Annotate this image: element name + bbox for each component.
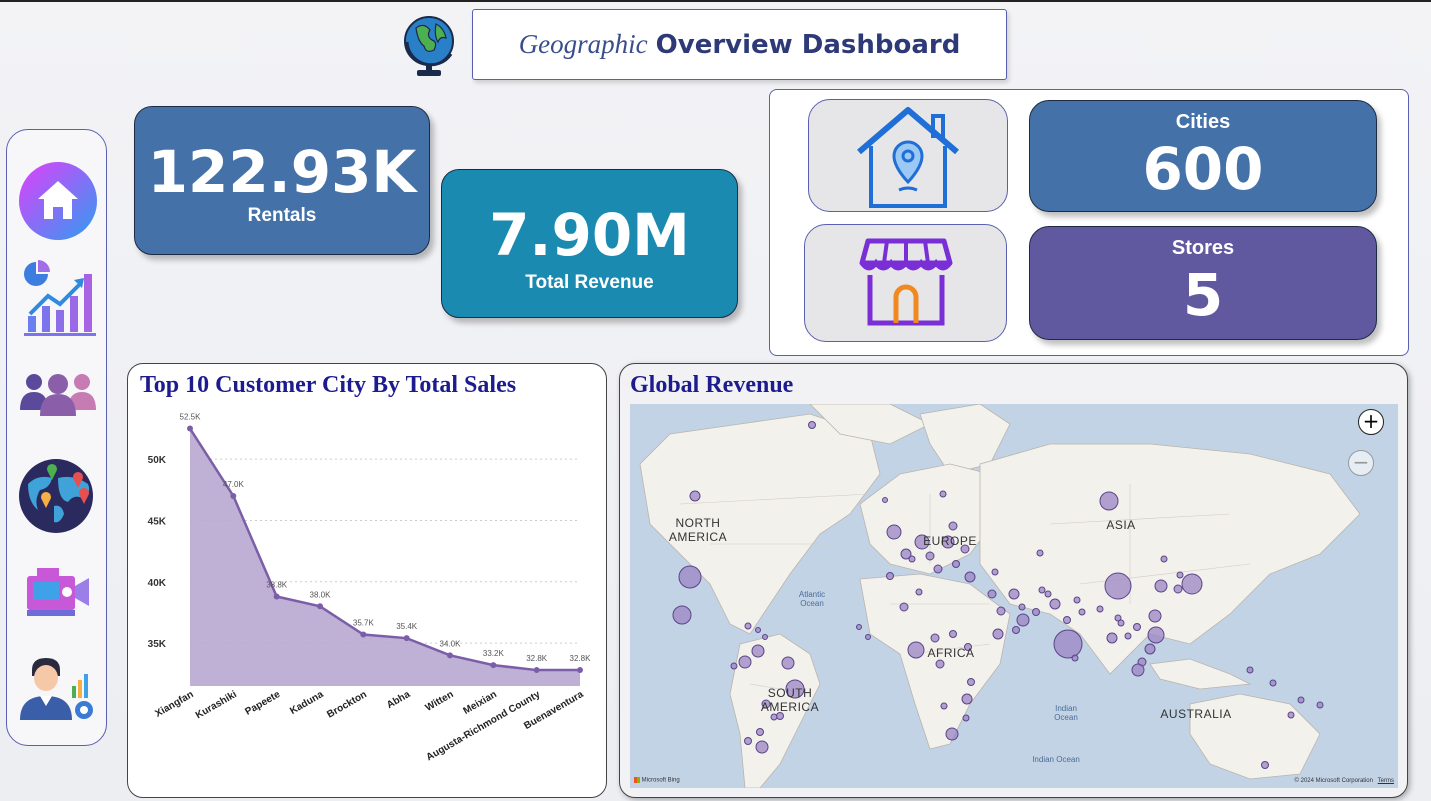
label-africa: AFRICA: [927, 646, 975, 660]
x-tick-label: Kaduna: [288, 689, 326, 717]
data-point: [533, 667, 540, 674]
label-asia: ASIA: [1106, 518, 1136, 532]
data-point: [230, 492, 237, 499]
x-tick-label: Xiangfan: [153, 689, 195, 720]
users-group-icon: [19, 374, 96, 416]
x-tick-label: Brockton: [325, 689, 369, 720]
data-point: [317, 603, 323, 610]
y-tick-label: 45K: [148, 516, 167, 527]
sidebar-item-analytics[interactable]: [7, 258, 108, 338]
kpi-stores-label: Stores: [1171, 237, 1235, 259]
house-location-icon: [857, 106, 959, 208]
data-point: [490, 662, 497, 669]
sidebar-item-films[interactable]: [7, 566, 108, 618]
storefront-icon: [859, 238, 952, 326]
data-label: 35.4K: [396, 622, 418, 631]
kpi-cities-value: 600: [1142, 135, 1264, 203]
y-tick-label: 40K: [148, 578, 167, 589]
title-main: Overview Dashboard: [655, 29, 961, 60]
y-tick-label: 50K: [148, 455, 167, 466]
world-map[interactable]: NORTH AMERICA EUROPE ASIA AFRICA SOUTH A…: [630, 404, 1398, 788]
label-south-america: SOUTH AMERICA: [760, 686, 820, 714]
data-label: 34.0K: [440, 639, 462, 648]
kpi-rentals-card: 122.93K Rentals: [134, 106, 430, 255]
map-title: Global Revenue: [630, 372, 794, 398]
kpi-cities-label: Cities: [1175, 111, 1231, 133]
global-revenue-map-panel: Global Revenue: [619, 363, 1408, 798]
label-atlantic-ocean: Atlantic Ocean: [798, 590, 826, 608]
location-tile: [808, 99, 1008, 212]
data-point: [403, 635, 410, 642]
title-prefix: Geographic: [518, 29, 648, 59]
data-label: 38.8K: [266, 580, 288, 589]
data-point: [447, 652, 453, 659]
x-tick-label: Witten: [424, 689, 456, 714]
sidebar-nav: [6, 129, 107, 746]
kpi-rentals-label: Rentals: [247, 205, 317, 226]
zoom-in-button[interactable]: +: [1358, 409, 1384, 435]
data-point: [577, 667, 583, 674]
map-copyright-text: © 2024 Microsoft Corporation: [1294, 778, 1373, 784]
data-label: 47.0K: [223, 480, 245, 489]
label-north-america: NORTH AMERICA: [668, 516, 728, 544]
data-label: 52.5K: [180, 413, 202, 422]
top-cities-chart-panel: Top 10 Customer City By Total Sales 35K 4…: [127, 363, 607, 798]
store-tile: [804, 224, 1007, 342]
label-indian-ocean: Indian Ocean: [1054, 704, 1078, 722]
microsoft-logo-icon: [634, 777, 640, 784]
data-label: 38.0K: [310, 590, 332, 599]
map-copyright: © 2024 Microsoft Corporation Terms: [1295, 778, 1394, 784]
data-point: [273, 593, 280, 600]
globe-icon: [402, 12, 456, 78]
kpi-stores-value: 5: [1182, 261, 1224, 329]
analytics-chart-icon: [23, 260, 96, 336]
sidebar-item-geography[interactable]: [7, 456, 108, 536]
map-credit-text: Microsoft Bing: [641, 778, 680, 784]
area-fill: [190, 428, 580, 686]
home-icon: [18, 162, 97, 240]
chart-title: Top 10 Customer City By Total Sales: [140, 372, 517, 398]
data-point: [360, 631, 367, 638]
data-label: 32.8K: [526, 654, 548, 663]
video-camera-icon: [26, 568, 89, 616]
x-tick-label: Meixian: [462, 689, 499, 717]
world-map-canvas: [630, 404, 1398, 788]
kpi-revenue-label: Total Revenue: [525, 272, 654, 293]
kpi-stores-card: Stores 5: [1029, 226, 1377, 340]
y-tick-label: 35K: [148, 639, 167, 650]
x-tick-label: Abha: [385, 689, 413, 711]
manager-report-icon: [19, 658, 93, 720]
kpi-rentals-value: 122.93K: [147, 138, 417, 206]
map-credit: Microsoft Bing: [634, 777, 680, 784]
series-line: [188, 427, 580, 672]
sidebar-item-customers[interactable]: [7, 370, 108, 420]
zoom-out-button[interactable]: −: [1348, 450, 1374, 476]
map-terms-link[interactable]: Terms: [1377, 778, 1394, 784]
top-cities-area-chart: 35K 40K 45K 50K 52.5K Xiangfan 47.0K Kurashiki 3…: [148, 413, 592, 764]
label-australia: AUSTRALIA: [1160, 707, 1232, 721]
data-label: 32.8K: [570, 654, 592, 663]
label-indian-ocean-south: Indian Ocean: [1032, 755, 1080, 764]
x-tick-label: Kurashiki: [194, 689, 239, 721]
kpi-revenue-value: 7.90M: [489, 201, 690, 269]
data-point: [187, 425, 193, 432]
data-label: 33.2K: [483, 649, 505, 658]
x-tick-label: Papeete: [243, 689, 282, 718]
kpi-cities-card: Cities 600: [1029, 100, 1377, 212]
label-europe: EUROPE: [923, 534, 977, 548]
world-map-pins-icon: [18, 459, 93, 533]
kpi-revenue-card: 7.90M Total Revenue: [441, 169, 738, 318]
sidebar-item-home[interactable]: [7, 161, 108, 241]
dashboard-title: Geographic Overview Dashboard: [472, 9, 1007, 80]
sidebar-item-staff[interactable]: [7, 656, 108, 722]
data-label: 35.7K: [353, 619, 375, 628]
